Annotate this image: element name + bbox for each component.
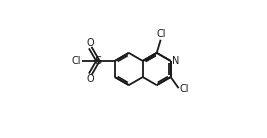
Text: Cl: Cl — [180, 84, 189, 94]
Text: Cl: Cl — [156, 29, 166, 39]
Text: O: O — [86, 74, 94, 84]
Text: S: S — [94, 56, 101, 66]
Text: N: N — [172, 56, 180, 66]
Text: Cl: Cl — [72, 56, 81, 66]
Text: O: O — [86, 38, 94, 48]
